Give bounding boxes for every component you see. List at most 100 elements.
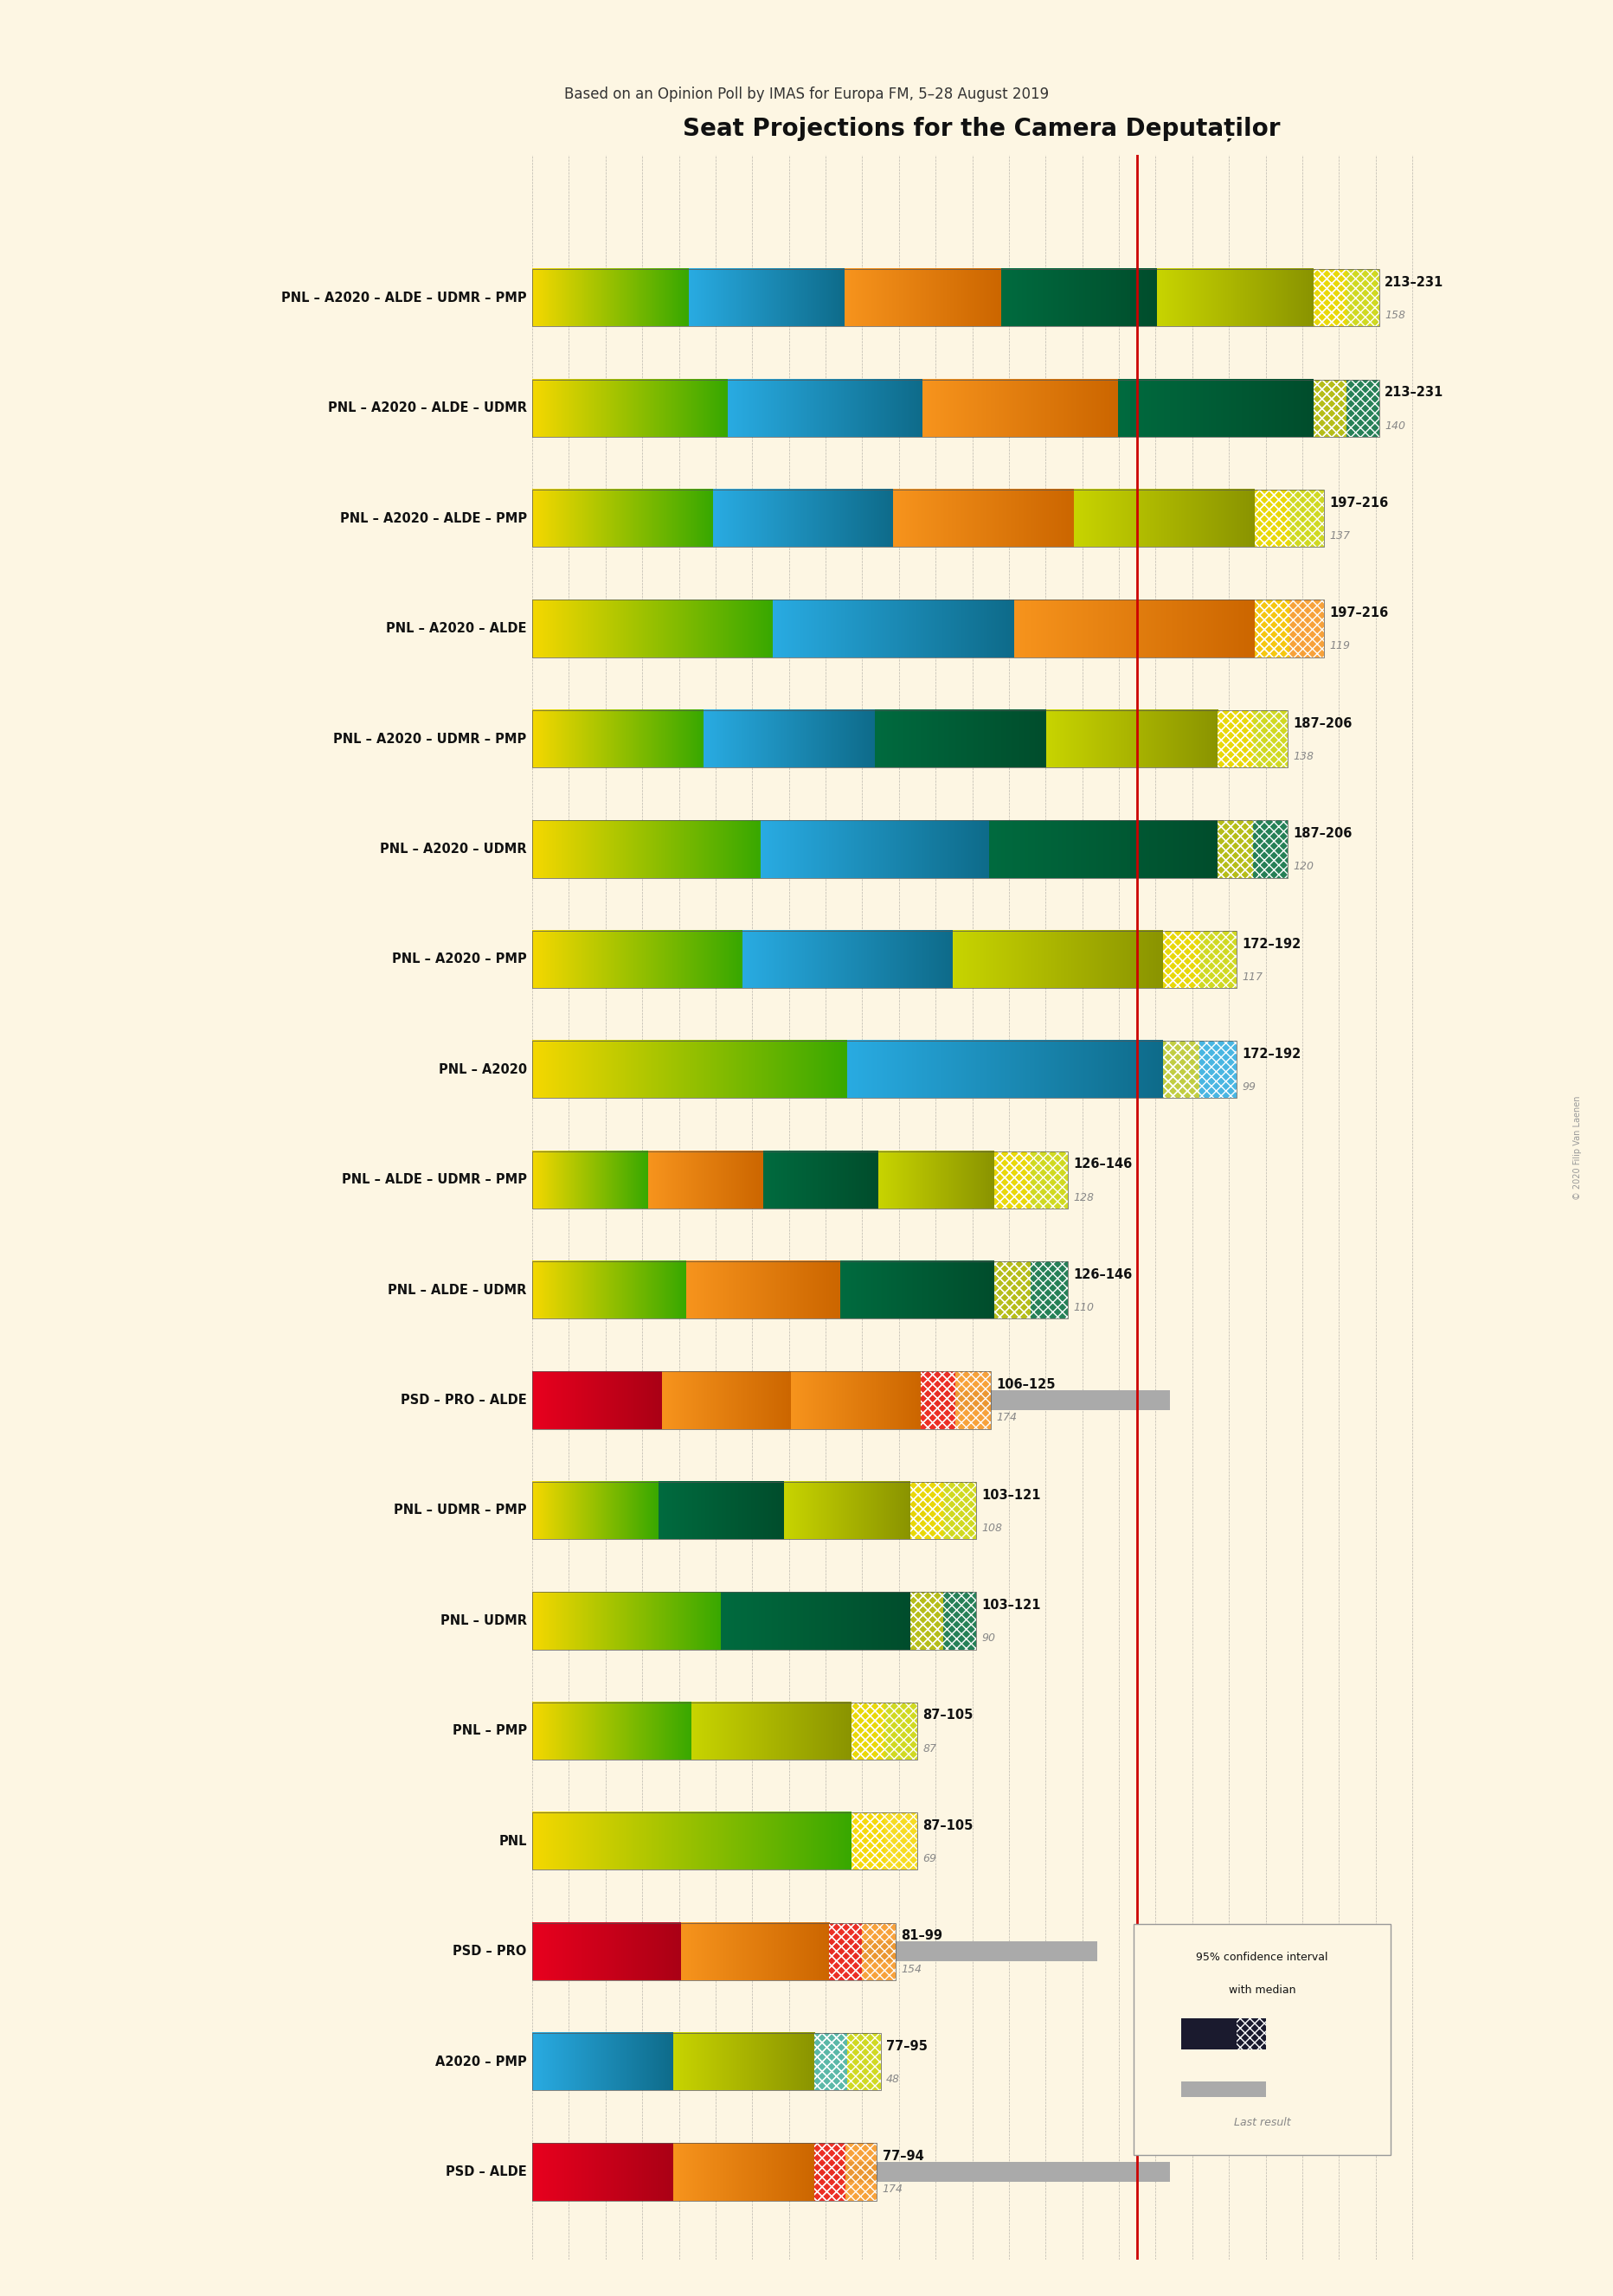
Bar — [910, 1591, 944, 1649]
Bar — [532, 930, 1236, 987]
Bar — [815, 2032, 881, 2089]
Text: 213–231: 213–231 — [1386, 276, 1444, 289]
Bar — [910, 1591, 976, 1649]
Text: 187–206: 187–206 — [1294, 716, 1352, 730]
Bar — [910, 1481, 944, 1538]
Bar — [1218, 709, 1287, 767]
Bar — [1255, 489, 1289, 546]
Bar — [532, 1150, 1068, 1208]
Bar — [532, 397, 1045, 418]
Bar — [994, 1261, 1068, 1318]
Bar — [532, 379, 1379, 436]
Bar — [815, 2142, 845, 2200]
Bar — [532, 599, 1324, 657]
Text: 138: 138 — [1294, 751, 1315, 762]
Bar — [994, 1150, 1031, 1208]
Bar — [852, 1701, 918, 1759]
Text: 158: 158 — [1386, 310, 1405, 321]
Text: 119: 119 — [1329, 641, 1350, 652]
Text: PNL – A2020 – UDMR: PNL – A2020 – UDMR — [381, 843, 527, 856]
Bar — [532, 2142, 877, 2200]
Bar — [532, 1391, 1171, 1410]
Bar — [1255, 599, 1324, 657]
Text: 77–95: 77–95 — [886, 2039, 927, 2053]
Text: 106–125: 106–125 — [997, 1378, 1055, 1391]
Text: 120: 120 — [1294, 861, 1315, 872]
Text: 110: 110 — [1073, 1302, 1094, 1313]
Text: 87–105: 87–105 — [923, 1818, 973, 1832]
Bar — [532, 2053, 708, 2071]
Bar — [852, 1812, 884, 1869]
Bar — [1313, 379, 1379, 436]
Text: 81–99: 81–99 — [900, 1929, 942, 1942]
Bar — [532, 507, 1034, 528]
Text: © 2020 Filip Van Laenen: © 2020 Filip Van Laenen — [1573, 1095, 1582, 1201]
Bar — [1255, 489, 1324, 546]
Text: 99: 99 — [1242, 1081, 1255, 1093]
Text: 103–121: 103–121 — [981, 1598, 1040, 1612]
Bar — [1218, 820, 1253, 877]
Text: 87–105: 87–105 — [923, 1708, 973, 1722]
Bar — [1163, 930, 1200, 987]
Bar — [532, 838, 973, 859]
Bar — [1255, 599, 1289, 657]
Bar — [994, 1261, 1031, 1318]
Bar — [910, 1481, 976, 1538]
Bar — [532, 269, 1379, 326]
Bar — [852, 1812, 918, 1869]
Text: Last result: Last result — [1234, 2117, 1290, 2128]
Bar — [532, 1612, 863, 1630]
Bar — [994, 1150, 1031, 1208]
Text: 197–216: 197–216 — [1329, 606, 1389, 620]
Text: 126–146: 126–146 — [1073, 1157, 1132, 1171]
Bar — [532, 1942, 1097, 1961]
Text: 48: 48 — [886, 2073, 900, 2085]
Text: 174: 174 — [997, 1412, 1016, 1424]
Bar — [532, 1832, 786, 1851]
Bar — [532, 1812, 918, 1869]
Text: A2020 – PMP: A2020 – PMP — [436, 2055, 527, 2069]
Text: 128: 128 — [1073, 1192, 1094, 1203]
Bar — [852, 1701, 918, 1759]
Bar — [852, 1812, 884, 1869]
Text: PNL – A2020: PNL – A2020 — [439, 1063, 527, 1077]
Bar — [532, 1922, 895, 1979]
Bar — [532, 1058, 895, 1079]
Bar — [852, 1701, 884, 1759]
Text: PSD – PRO – ALDE: PSD – PRO – ALDE — [400, 1394, 527, 1407]
Bar — [532, 1261, 1068, 1318]
Bar — [532, 489, 1324, 546]
Text: PSD – PRO: PSD – PRO — [453, 1945, 527, 1958]
Text: 174: 174 — [882, 2183, 903, 2195]
Bar — [532, 1171, 1002, 1189]
Bar — [1236, 2018, 1266, 2050]
Text: 140: 140 — [1386, 420, 1405, 432]
Bar — [815, 2032, 847, 2089]
Bar — [829, 1922, 895, 1979]
Text: 87: 87 — [923, 1743, 937, 1754]
Text: 187–206: 187–206 — [1294, 827, 1352, 840]
Text: 117: 117 — [1242, 971, 1263, 983]
Text: PNL – A2020 – ALDE – PMP: PNL – A2020 – ALDE – PMP — [340, 512, 527, 526]
Bar — [829, 1922, 863, 1979]
Bar — [532, 1502, 927, 1520]
Bar — [532, 1481, 976, 1538]
Bar — [532, 948, 961, 969]
Bar — [1163, 1040, 1236, 1097]
Bar — [1236, 2018, 1266, 2050]
Bar — [994, 1150, 1068, 1208]
Bar — [815, 2032, 847, 2089]
Bar — [815, 2142, 877, 2200]
Bar — [532, 1281, 936, 1300]
Bar — [1218, 709, 1287, 767]
Bar — [852, 1701, 884, 1759]
Bar — [1218, 709, 1253, 767]
Bar — [1163, 930, 1236, 987]
Bar — [1313, 269, 1347, 326]
Bar — [921, 1371, 990, 1428]
Bar — [1313, 269, 1379, 326]
Text: PNL – PMP: PNL – PMP — [452, 1724, 527, 1738]
Bar — [1218, 820, 1287, 877]
Text: PNL – A2020 – ALDE – UDMR: PNL – A2020 – ALDE – UDMR — [327, 402, 527, 416]
Bar — [829, 1922, 863, 1979]
